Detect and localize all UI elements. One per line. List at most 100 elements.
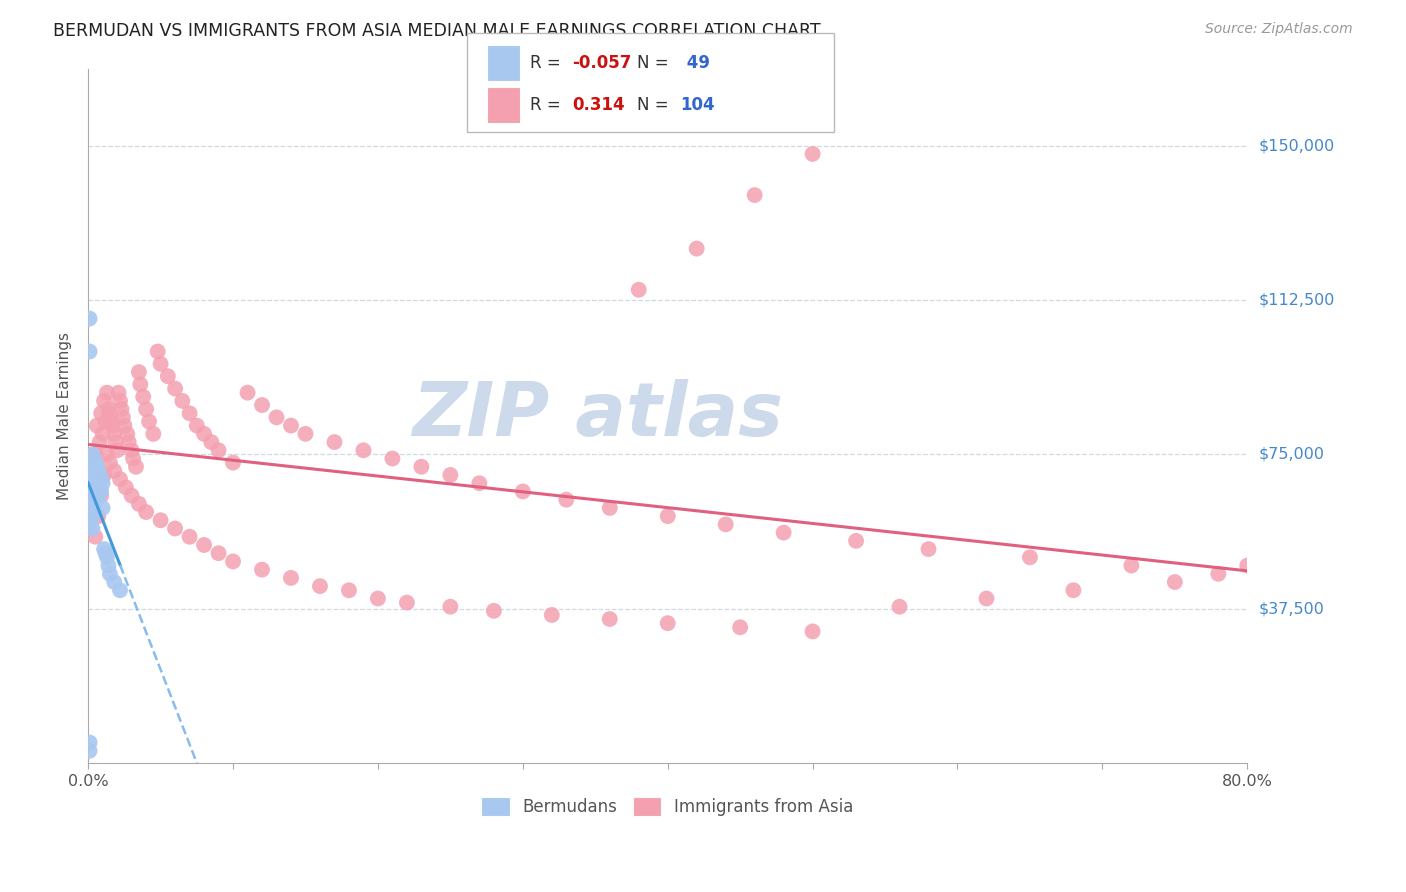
Point [599,500,621,515]
Point [96,385,118,400]
Point [83,476,105,491]
Point [87,509,110,524]
Point [93,542,115,557]
Point [105,443,128,458]
Point [200,435,222,450]
Point [84,456,107,470]
Point [165,521,187,535]
Point [121,489,143,503]
Point [439,599,461,614]
Text: 49: 49 [681,54,710,72]
Point [1019,550,1042,565]
Point [179,406,201,420]
Point [98,456,121,470]
Point [917,542,939,557]
Point [89,435,111,450]
Text: -0.057: -0.057 [572,54,631,72]
Point [82,521,104,535]
Point [83,451,105,466]
Point [97,558,120,573]
Text: 104: 104 [681,96,716,114]
Point [79,489,101,503]
Point [87,464,110,478]
Point [87,489,110,503]
Point [627,283,650,297]
Point [128,365,150,379]
Point [744,188,766,202]
Point [250,398,273,412]
Point [468,476,491,491]
Point [90,484,112,499]
Point [193,426,215,441]
Legend: Bermudans, Immigrants from Asia: Bermudans, Immigrants from Asia [474,789,862,824]
Point [280,418,302,433]
Point [367,591,389,606]
Point [976,591,998,606]
Point [207,443,229,458]
Point [482,604,505,618]
Point [728,620,751,634]
Point [79,509,101,524]
Point [714,517,737,532]
Point [146,344,169,359]
Point [90,489,112,503]
Point [657,509,679,524]
Point [93,468,115,483]
Text: ZIP atlas: ZIP atlas [413,379,783,452]
Point [82,472,104,486]
Point [82,497,104,511]
Point [236,385,259,400]
Point [97,402,120,417]
Point [83,500,105,515]
Point [555,492,578,507]
Point [149,357,172,371]
Point [512,484,534,499]
Point [309,579,332,593]
Point [91,500,114,515]
Point [114,480,136,494]
Point [108,393,131,408]
Point [98,566,121,581]
Point [79,517,101,532]
Point [86,484,108,499]
Point [93,393,115,408]
Point [801,147,824,161]
Point [84,447,107,461]
Point [94,415,117,429]
Point [1164,574,1187,589]
Point [129,377,152,392]
Point [156,369,179,384]
Text: N =: N = [637,54,673,72]
Point [86,472,108,486]
Point [80,459,103,474]
Point [80,480,103,494]
Point [117,426,139,441]
Point [108,472,131,486]
Point [1121,558,1143,573]
Point [135,402,157,417]
Point [135,505,157,519]
Point [352,443,374,458]
Point [280,571,302,585]
Point [165,382,187,396]
Point [90,472,112,486]
Point [90,406,112,420]
Point [801,624,824,639]
Point [294,426,316,441]
Point [1236,558,1258,573]
Point [122,451,145,466]
Point [80,468,103,483]
Point [1062,583,1084,598]
Point [80,505,103,519]
Point [599,612,621,626]
Point [142,426,165,441]
Point [125,459,148,474]
Point [86,418,108,433]
Point [82,459,104,474]
Point [266,410,288,425]
Point [104,435,127,450]
Point [207,546,229,560]
Point [84,530,107,544]
Point [79,744,101,758]
Point [1206,566,1229,581]
